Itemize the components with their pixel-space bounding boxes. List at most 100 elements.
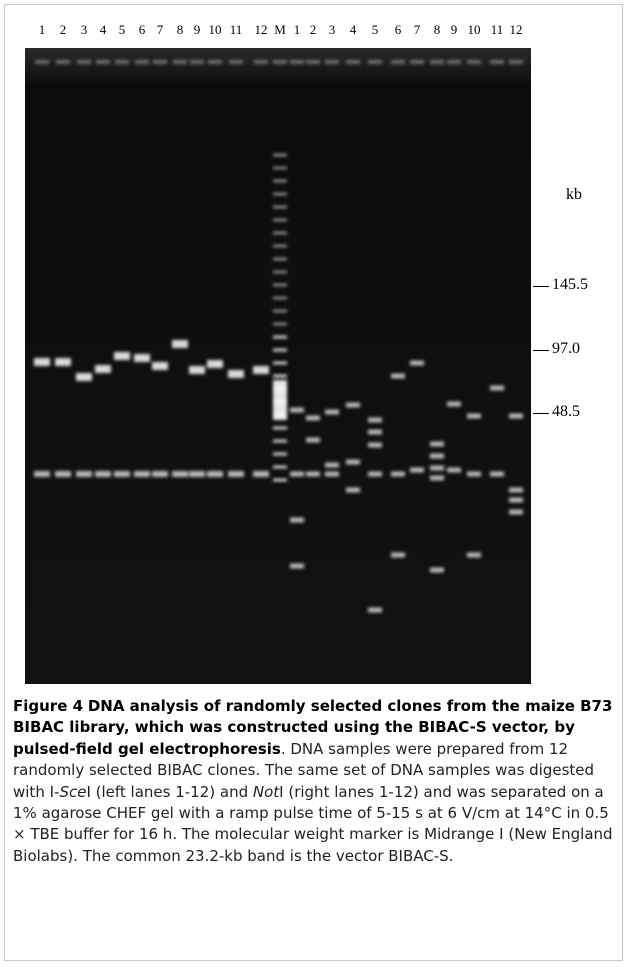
gel-band [273,296,287,300]
gel-band [509,60,523,64]
gel-band [190,60,204,64]
gel-band [467,471,481,477]
gel-band [490,471,504,477]
gel-band [152,471,168,477]
gel-band [55,358,71,366]
gel-band [207,471,223,477]
lane-label: 6 [394,22,402,37]
size-tick [533,413,549,414]
gel-band [391,373,405,379]
lane-label: 3 [80,22,88,37]
caption-title: DNA analysis of randomly selected clones… [13,697,613,758]
lane-label: 5 [371,22,379,37]
gel-band [273,218,287,222]
gel-band [34,358,50,366]
gel-band [447,401,461,407]
size-label: 97.0 [552,340,580,357]
gel-band [273,244,287,248]
gel-band [229,60,243,64]
gel-band [273,231,287,235]
gel-band [447,467,461,473]
lane-label: 8 [433,22,441,37]
caption-label: Figure 4 [13,697,84,715]
gel-band [273,452,287,456]
gel-band [115,60,129,64]
gel-band [346,459,360,465]
gel-band [290,60,304,64]
gel-band [430,567,444,573]
figure-frame [4,4,623,961]
gel-band [114,352,130,360]
gel-band [273,361,287,365]
gel-band [189,471,205,477]
gel-band [368,60,382,64]
gel-band [430,475,444,481]
size-label: 48.5 [552,403,580,420]
lane-label: 1 [38,22,46,37]
lane-label: 10 [208,22,222,37]
figure-caption: Figure 4 DNA analysis of randomly select… [13,696,619,867]
gel-band [273,257,287,261]
gel-band [273,270,287,274]
gel-band [368,429,382,435]
gel-band [410,467,424,473]
gel-band [346,487,360,493]
gel-band [173,60,187,64]
size-tick [533,350,549,351]
lane-label: 10 [467,22,481,37]
gel-band [290,471,304,477]
caption-text: I (left lanes 1-12) and [86,782,253,801]
gel-band [253,471,269,477]
caption-text: . DNA samples were prepared from 12 rand… [13,739,595,801]
lane-label: 3 [328,22,336,37]
lane-label: 1 [293,22,301,37]
gel-band [306,437,320,443]
gel-band [509,413,523,419]
gel-band [273,465,287,469]
gel-band [114,471,130,477]
gel-band [430,465,444,471]
lane-label: 7 [156,22,164,37]
gel-band [467,60,481,64]
gel-band [306,60,320,64]
gel-band [368,417,382,423]
lane-label: 12 [509,22,523,37]
gel-band [391,60,405,64]
gel-band [55,471,71,477]
gel-band [325,409,339,415]
gel-band [273,374,287,378]
gel-band [368,607,382,613]
lane-label: 2 [309,22,317,37]
gel-band [467,413,481,419]
caption-italic: Sce [59,782,87,801]
lane-label: 2 [59,22,67,37]
gel-band [34,471,50,477]
gel-band [430,453,444,459]
lane-label: 5 [118,22,126,37]
gel-band [490,60,504,64]
gel-band [135,60,149,64]
gel-band [207,360,223,368]
gel-band [273,309,287,313]
gel-band [410,360,424,366]
gel-band [273,283,287,287]
lane-label: 11 [229,22,243,37]
gel-band [152,362,168,370]
lane-label: M [274,22,286,37]
lane-label: 7 [413,22,421,37]
gel-band [172,471,188,477]
gel-band [77,60,91,64]
gel-band [273,322,287,326]
gel-band [228,471,244,477]
gel-band [273,205,287,209]
gel-band [509,497,523,503]
gel-band [391,471,405,477]
gel-band [253,366,269,374]
lane-labels: 1 2 3 4 5 6 7 8 9 10 11 12 M 1 2 3 4 5 6 7 8 9 10 11 12 [0,22,560,42]
lane-label: 9 [193,22,201,37]
gel-band [273,478,287,482]
gel-band [56,60,70,64]
gel-band [290,563,304,569]
gel-band [134,354,150,362]
